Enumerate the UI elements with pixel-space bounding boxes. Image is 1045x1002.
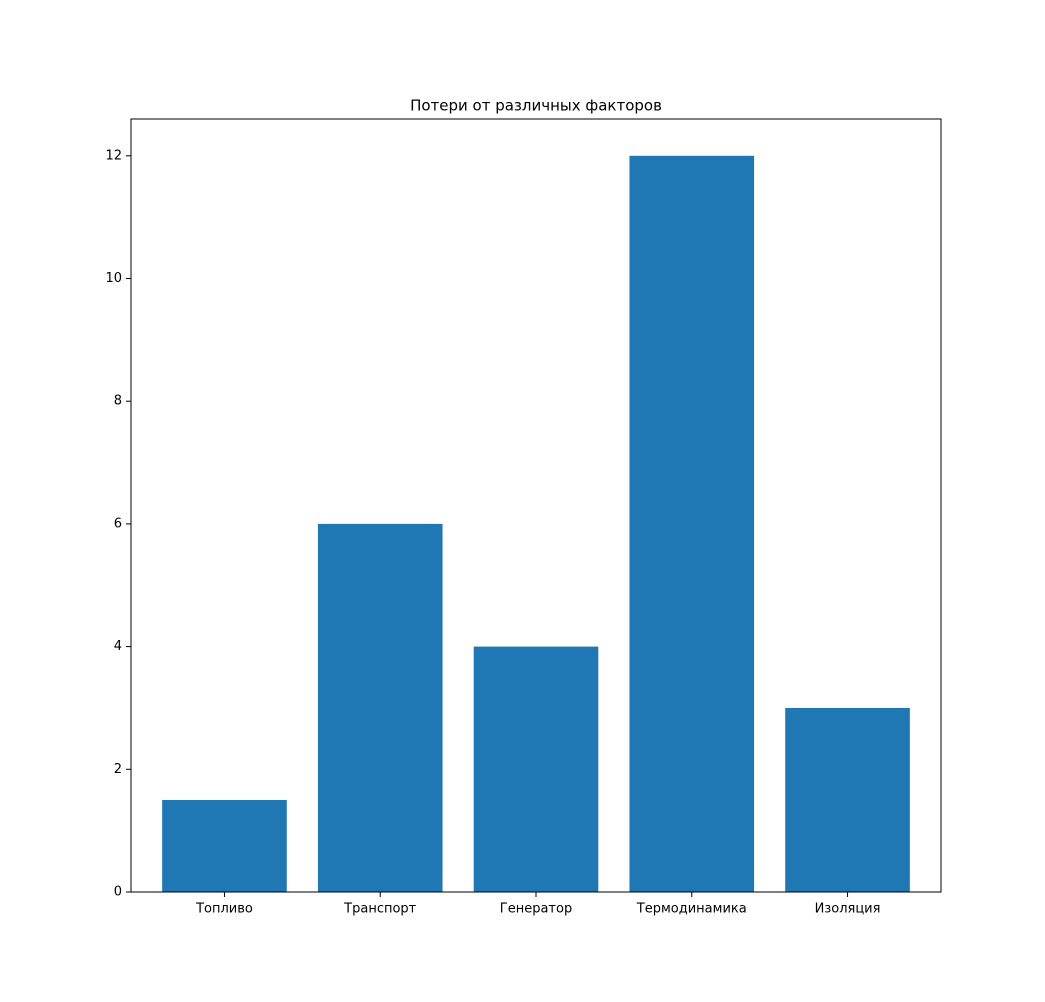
bar: [785, 707, 910, 892]
x-tick-label: Термодинамика: [636, 902, 747, 917]
x-tick-label: Генератор: [500, 902, 572, 917]
y-tick-label: 4: [114, 639, 122, 654]
y-tick-label: 8: [114, 394, 122, 409]
plot-frame: [130, 118, 942, 893]
x-tick-label: Транспорт: [343, 902, 417, 917]
bar: [162, 799, 287, 892]
chart-title: Потери от различных факторов: [410, 97, 662, 115]
y-tick-label: 0: [114, 885, 122, 900]
bar: [629, 155, 755, 893]
y-tick-label: 10: [105, 271, 122, 286]
bar: [317, 523, 443, 892]
y-tick-label: 12: [105, 148, 122, 163]
x-tick-label: Изоляция: [815, 902, 881, 917]
x-tick-label: Топливо: [195, 902, 253, 917]
y-tick-label: 2: [114, 762, 122, 777]
bar: [473, 646, 599, 892]
y-tick-label: 6: [114, 516, 122, 531]
